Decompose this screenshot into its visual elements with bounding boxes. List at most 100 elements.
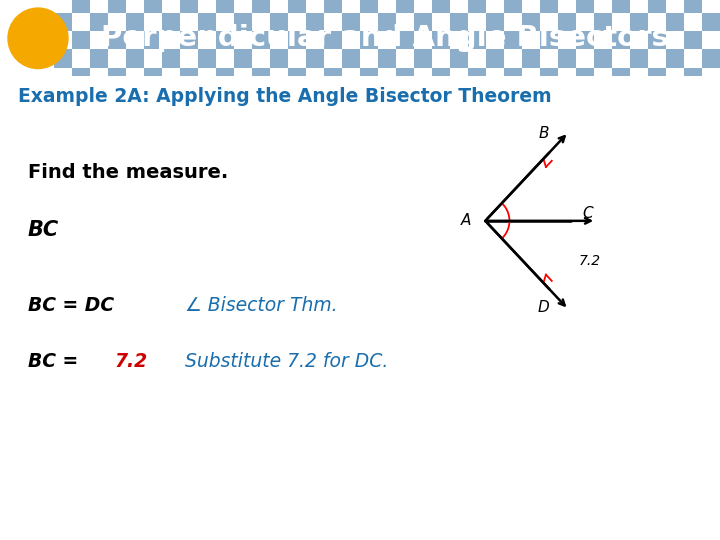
Bar xyxy=(612,68,630,86)
Bar xyxy=(288,68,306,86)
Circle shape xyxy=(8,8,68,69)
Bar xyxy=(522,49,540,68)
Bar xyxy=(90,49,108,68)
Bar xyxy=(540,31,558,49)
Bar xyxy=(90,13,108,31)
Bar xyxy=(468,68,486,86)
Bar xyxy=(378,13,396,31)
Bar xyxy=(216,68,234,86)
Text: Find the measure.: Find the measure. xyxy=(28,163,228,183)
Bar xyxy=(576,0,594,13)
Bar xyxy=(504,31,522,49)
Bar xyxy=(144,0,162,13)
Bar xyxy=(576,68,594,86)
Bar xyxy=(162,13,180,31)
Text: D: D xyxy=(538,300,549,315)
Bar xyxy=(270,49,288,68)
Bar xyxy=(144,68,162,86)
Bar xyxy=(324,0,342,13)
Bar xyxy=(288,0,306,13)
Bar xyxy=(144,31,162,49)
Bar xyxy=(486,49,504,68)
Bar xyxy=(612,0,630,13)
Text: Copyright © by Holt Mc Dougal. All Rights Reserved.: Copyright © by Holt Mc Dougal. All Right… xyxy=(395,513,706,526)
Bar xyxy=(216,0,234,13)
Bar xyxy=(252,68,270,86)
Bar xyxy=(558,13,576,31)
Text: B: B xyxy=(539,126,549,141)
Text: Perpendicular and Angle Bisectors: Perpendicular and Angle Bisectors xyxy=(101,24,669,52)
Bar xyxy=(486,13,504,31)
Bar xyxy=(180,31,198,49)
Bar xyxy=(108,0,126,13)
Text: 7.2: 7.2 xyxy=(579,254,601,268)
Bar xyxy=(72,68,90,86)
Bar xyxy=(360,68,378,86)
Bar xyxy=(648,68,666,86)
Bar xyxy=(702,49,720,68)
Bar xyxy=(234,13,252,31)
Bar xyxy=(324,68,342,86)
Bar xyxy=(180,68,198,86)
Bar xyxy=(216,31,234,49)
Bar xyxy=(360,31,378,49)
Bar xyxy=(72,31,90,49)
Bar xyxy=(450,13,468,31)
Bar xyxy=(198,49,216,68)
Bar xyxy=(54,13,72,31)
Bar xyxy=(360,0,378,13)
Bar xyxy=(540,0,558,13)
Bar xyxy=(108,31,126,49)
Text: 7.2: 7.2 xyxy=(115,352,148,372)
Bar xyxy=(432,0,450,13)
Text: A: A xyxy=(461,213,471,228)
Bar xyxy=(576,31,594,49)
Bar xyxy=(540,68,558,86)
Bar xyxy=(270,13,288,31)
Bar xyxy=(306,13,324,31)
Bar xyxy=(630,49,648,68)
Bar xyxy=(648,0,666,13)
Bar xyxy=(342,49,360,68)
Bar xyxy=(468,31,486,49)
Bar xyxy=(126,13,144,31)
Bar xyxy=(396,31,414,49)
Bar xyxy=(378,49,396,68)
Text: BC =: BC = xyxy=(28,352,85,372)
Bar xyxy=(342,13,360,31)
Bar xyxy=(684,68,702,86)
Bar xyxy=(666,49,684,68)
Bar xyxy=(414,13,432,31)
Bar xyxy=(396,68,414,86)
Text: BC: BC xyxy=(28,219,59,240)
Bar xyxy=(468,0,486,13)
Bar xyxy=(432,68,450,86)
Text: Example 2A: Applying the Angle Bisector Theorem: Example 2A: Applying the Angle Bisector … xyxy=(18,87,552,106)
Bar xyxy=(54,49,72,68)
Bar xyxy=(198,13,216,31)
Bar xyxy=(234,49,252,68)
Bar xyxy=(72,0,90,13)
Bar xyxy=(306,49,324,68)
Text: C: C xyxy=(582,206,593,221)
Bar xyxy=(702,13,720,31)
Bar xyxy=(450,49,468,68)
Bar xyxy=(432,31,450,49)
Bar xyxy=(504,0,522,13)
Bar xyxy=(324,31,342,49)
Bar xyxy=(288,31,306,49)
Text: ∠ Bisector Thm.: ∠ Bisector Thm. xyxy=(185,295,338,315)
Bar xyxy=(522,13,540,31)
Bar xyxy=(108,68,126,86)
Bar xyxy=(684,31,702,49)
Bar xyxy=(666,13,684,31)
Text: Substitute 7.2 for DC.: Substitute 7.2 for DC. xyxy=(185,352,388,372)
Text: BC = DC: BC = DC xyxy=(28,295,114,315)
Bar xyxy=(504,68,522,86)
Bar xyxy=(396,0,414,13)
Bar xyxy=(162,49,180,68)
Bar xyxy=(594,49,612,68)
Bar xyxy=(414,49,432,68)
Text: Holt Mc.Dougal Geometry: Holt Mc.Dougal Geometry xyxy=(13,512,192,526)
Bar xyxy=(252,31,270,49)
